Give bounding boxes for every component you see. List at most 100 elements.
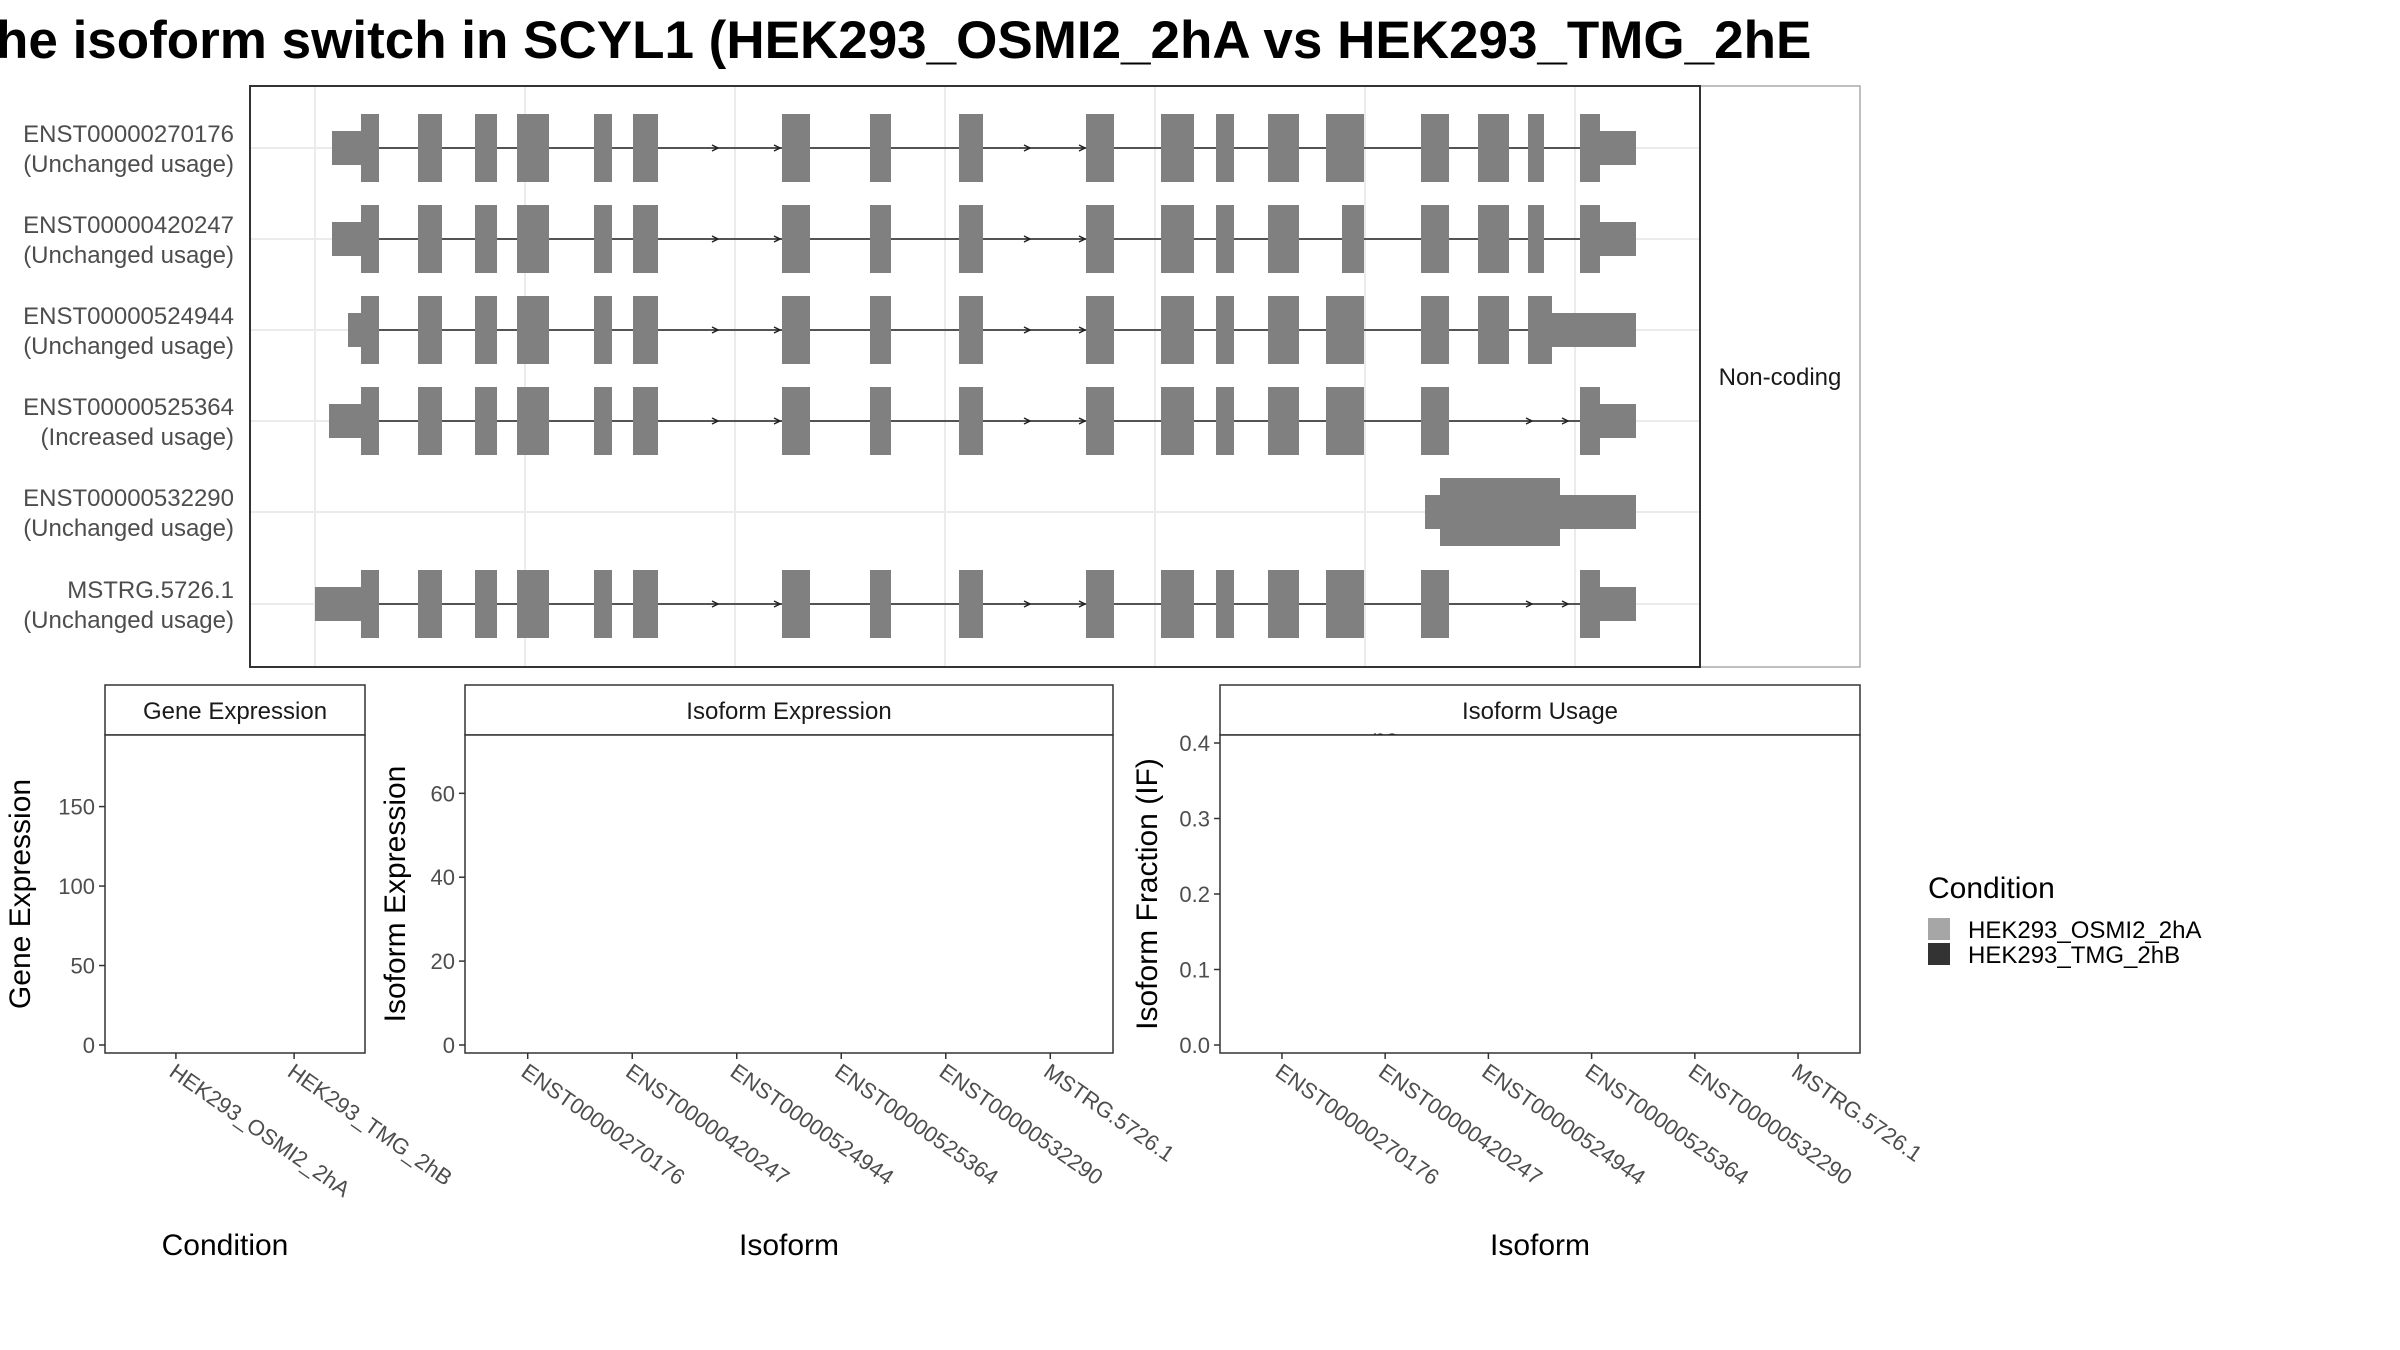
strand-arrow <box>1078 235 1087 243</box>
exon <box>1421 205 1449 273</box>
strand-arrow <box>773 144 782 152</box>
utr-3prime <box>1600 222 1636 256</box>
strand-arrow <box>1078 144 1087 152</box>
exon <box>782 114 810 182</box>
exon <box>1528 205 1544 273</box>
transcript-ENST00000420247: ENST00000420247 (Unchanged usage) <box>23 205 1636 273</box>
exon <box>633 570 658 638</box>
strand-arrow <box>1023 417 1032 425</box>
exon <box>1326 296 1364 364</box>
utr-3prime <box>1600 587 1636 621</box>
transcript-ENST00000532290: ENST00000532290 (Unchanged usage) <box>23 478 1636 546</box>
transcript-structure-panel: Non-coding ENST00000270176 (Unchanged usag… <box>23 85 1861 668</box>
exon <box>1086 387 1114 455</box>
exon <box>594 570 612 638</box>
structure-strip <box>1699 85 1861 668</box>
strand-arrow <box>711 235 720 243</box>
exon <box>1216 570 1234 638</box>
strand-arrow <box>773 417 782 425</box>
exon <box>1268 387 1299 455</box>
panel-border <box>1219 734 1861 1054</box>
transcript-ENST00000524944: ENST00000524944 (Unchanged usage) <box>23 296 1636 364</box>
y-tick-label: 40 <box>431 865 455 890</box>
y-tick-label: 60 <box>431 781 455 806</box>
exon <box>633 114 658 182</box>
legend-label: HEK293_TMG_2hB <box>1968 942 2180 969</box>
exon <box>1161 205 1194 273</box>
transcript-usage-label: (Unchanged usage) <box>23 515 234 542</box>
y-tick-label: 100 <box>58 874 95 899</box>
exon <box>1342 205 1364 273</box>
transcript-id-label: ENST00000524944 <box>23 303 234 330</box>
exon <box>475 114 497 182</box>
strand-arrow <box>1561 417 1570 425</box>
exon <box>517 570 549 638</box>
exon <box>1478 114 1509 182</box>
utr-3prime <box>1552 313 1636 347</box>
exon <box>517 296 549 364</box>
legend-swatch <box>1928 943 1950 965</box>
exon <box>959 570 983 638</box>
exon <box>1421 387 1449 455</box>
strand-arrow <box>1023 144 1032 152</box>
transcript-id-label: ENST00000525364 <box>23 394 234 421</box>
exon <box>870 205 891 273</box>
legend-swatch <box>1928 918 1950 940</box>
exon <box>1326 387 1364 455</box>
transcript-id-label: ENST00000532290 <box>23 485 234 512</box>
exon <box>870 387 891 455</box>
exon <box>475 296 497 364</box>
y-axis-title: Isoform Expression <box>379 766 412 1023</box>
exon <box>1216 205 1234 273</box>
exon <box>1268 205 1299 273</box>
transcript-usage-label: (Unchanged usage) <box>23 242 234 269</box>
isoform-usage-panel: Isoform Usage0.00.10.20.30.4nsnsns***nsn… <box>1131 684 1927 1262</box>
exon <box>959 296 983 364</box>
y-tick-label: 0.4 <box>1179 731 1210 756</box>
strand-arrow <box>1078 326 1087 334</box>
strand-arrow <box>711 326 720 334</box>
exon <box>1161 296 1194 364</box>
exon <box>517 114 549 182</box>
strand-arrow <box>1525 417 1534 425</box>
exon <box>782 387 810 455</box>
exon <box>1161 387 1194 455</box>
exon <box>870 570 891 638</box>
strand-arrow <box>773 235 782 243</box>
transcript-id-label: ENST00000420247 <box>23 212 234 239</box>
strand-arrow <box>1078 600 1087 608</box>
exon <box>1450 478 1560 546</box>
exon <box>475 205 497 273</box>
transcript-MSTRG.5726.1: MSTRG.5726.1 (Unchanged usage) <box>23 570 1636 638</box>
exon <box>1326 570 1364 638</box>
exon <box>1421 570 1449 638</box>
exon <box>594 387 612 455</box>
y-tick-label: 0 <box>443 1033 455 1058</box>
exon <box>361 570 379 638</box>
strand-arrow <box>711 144 720 152</box>
exon <box>1086 296 1114 364</box>
exon <box>633 205 658 273</box>
utr-3prime <box>1600 404 1636 438</box>
exon <box>959 205 983 273</box>
exon <box>361 296 379 364</box>
transcript-usage-label: (Increased usage) <box>41 424 234 451</box>
strand-arrow <box>1525 600 1534 608</box>
utr-5prime <box>348 313 361 347</box>
exon <box>959 387 983 455</box>
legend-title: Condition <box>1928 872 2055 905</box>
exon <box>1528 114 1544 182</box>
strand-arrow <box>711 600 720 608</box>
y-tick-label: 0.2 <box>1179 882 1210 907</box>
exon <box>418 114 442 182</box>
transcript-ENST00000525364: ENST00000525364 (Increased usage) <box>23 387 1636 455</box>
transcript-usage-label: (Unchanged usage) <box>23 151 234 178</box>
exon <box>1268 114 1299 182</box>
non-coding-strip-label: Non-coding <box>1719 364 1842 391</box>
exon <box>782 570 810 638</box>
exon <box>517 205 549 273</box>
exon <box>1528 296 1552 364</box>
exon <box>475 387 497 455</box>
utr-5prime <box>329 404 361 438</box>
